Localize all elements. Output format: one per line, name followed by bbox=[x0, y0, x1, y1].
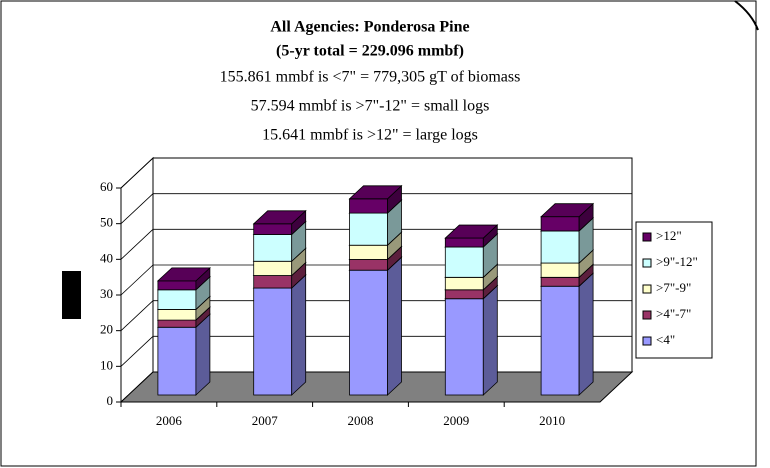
bar-segment bbox=[157, 319, 197, 328]
bar-segment-top bbox=[540, 203, 595, 218]
bar-segment-top bbox=[444, 224, 499, 239]
y-tick-label: 60 bbox=[100, 179, 113, 194]
bar-segment-top bbox=[252, 210, 307, 225]
bar-segment bbox=[540, 276, 580, 287]
chart-subtitle: (5-yr total = 229.096 mmbf) bbox=[276, 43, 464, 60]
y-tick-label: 0 bbox=[107, 393, 114, 408]
bar-segment bbox=[349, 244, 388, 260]
grid-line bbox=[120, 157, 632, 189]
grid-line bbox=[120, 193, 632, 224]
bar-segment bbox=[349, 212, 388, 246]
bar-segment bbox=[253, 275, 293, 289]
bar-segment bbox=[157, 308, 197, 321]
legend-swatch bbox=[642, 336, 652, 346]
legend-label: >9"-12" bbox=[656, 254, 698, 269]
y-tick-label: 50 bbox=[100, 215, 113, 230]
bar-segment bbox=[540, 230, 580, 264]
bar-segment bbox=[349, 269, 388, 396]
legend-label: >12" bbox=[656, 228, 682, 243]
bar-segment bbox=[253, 287, 293, 396]
bar-segment-side bbox=[291, 274, 307, 396]
legend-label: <4" bbox=[656, 332, 675, 347]
bar-segment bbox=[349, 198, 388, 214]
legend-swatch bbox=[642, 310, 652, 320]
y-tick-label: 20 bbox=[100, 322, 113, 337]
bar-segment-top bbox=[156, 267, 211, 282]
x-tick-label: 2009 bbox=[443, 413, 469, 428]
bar-segment bbox=[444, 289, 484, 300]
redacted-label bbox=[62, 271, 81, 319]
bar-segment bbox=[444, 298, 484, 396]
x-tick-label: 2007 bbox=[252, 413, 279, 428]
bar-segment bbox=[444, 246, 484, 278]
x-tick-label: 2008 bbox=[348, 413, 374, 428]
legend-swatch bbox=[642, 258, 652, 268]
bar-segment bbox=[349, 259, 388, 271]
legend-swatch bbox=[642, 232, 652, 242]
bar-segment bbox=[444, 276, 484, 291]
y-tick-label: 40 bbox=[100, 250, 113, 265]
bar-segment bbox=[157, 326, 197, 396]
bar-segment-top bbox=[348, 185, 403, 200]
annotation: 155.861 mmbf is <7" = 779,305 gT of biom… bbox=[220, 69, 521, 86]
x-tick-label: 2006 bbox=[156, 413, 183, 428]
legend-swatch bbox=[642, 284, 652, 294]
bar-segment bbox=[157, 280, 197, 291]
legend-label: >4"-7" bbox=[656, 306, 691, 321]
y-tick-label: 10 bbox=[100, 357, 113, 372]
annotation: 57.594 mmbf is >7"-12" = small logs bbox=[251, 98, 490, 115]
bar-segment bbox=[253, 223, 293, 235]
bar-segment bbox=[157, 289, 197, 310]
corner-curl bbox=[734, 0, 759, 31]
bar-segment-side bbox=[482, 284, 498, 396]
y-tick-label: 30 bbox=[100, 286, 113, 301]
chart-title: All Agencies: Ponderosa Pine bbox=[270, 19, 469, 36]
bar-segment bbox=[540, 285, 580, 396]
bar-segment-side bbox=[195, 313, 211, 396]
bar-segment bbox=[253, 234, 293, 262]
bar-segment-side bbox=[578, 272, 594, 396]
legend-label: >7"-9" bbox=[656, 280, 691, 295]
bar-segment bbox=[540, 216, 580, 232]
bar-segment bbox=[444, 237, 484, 248]
x-tick-label: 2010 bbox=[539, 413, 565, 428]
annotation: 15.641 mmbf is >12" = large logs bbox=[262, 127, 478, 144]
bar-segment bbox=[540, 262, 580, 278]
bar-segment bbox=[253, 260, 293, 276]
bar-segment-side bbox=[387, 256, 402, 396]
